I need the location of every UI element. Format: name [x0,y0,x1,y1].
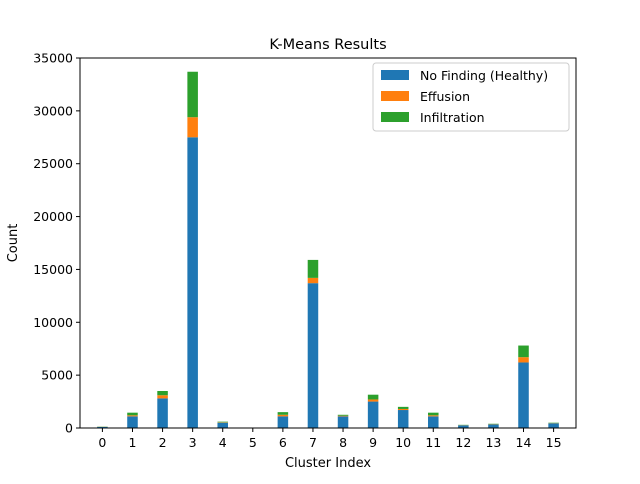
y-tick-label: 0 [65,421,73,436]
x-tick-label: 5 [249,435,257,450]
x-tick-label: 14 [516,435,532,450]
bar-cluster-6-series-1 [278,415,289,417]
legend-swatch [381,70,409,80]
bar-cluster-14-series-2 [518,346,529,358]
bar-cluster-10-series-1 [398,409,409,410]
x-tick-label: 11 [425,435,441,450]
x-axis-label: Cluster Index [285,456,371,471]
legend: No Finding (Healthy) Effusion Infiltration [373,63,569,131]
x-tick-label: 15 [546,435,562,450]
bar-cluster-14-series-1 [518,357,529,362]
bar-cluster-2-series-0 [157,398,168,428]
bar-cluster-7-series-2 [308,260,319,278]
bar-cluster-14-series-0 [518,362,529,428]
bar-cluster-3-series-1 [187,117,198,137]
bar-cluster-3-series-0 [187,137,198,428]
x-tick-label: 8 [339,435,347,450]
bar-cluster-13-series-0 [488,425,499,428]
x-tick-label: 9 [369,435,377,450]
x-tick-label: 7 [309,435,317,450]
y-tick-label: 20000 [33,209,73,224]
x-tick-label: 2 [159,435,167,450]
bar-cluster-9-series-1 [368,399,379,401]
bar-cluster-1-series-2 [127,413,138,416]
legend-swatch [381,91,409,101]
bar-cluster-8-series-1 [338,416,349,417]
legend-label: No Finding (Healthy) [420,68,548,83]
bar-cluster-4-series-2 [217,422,228,423]
x-tick-label: 0 [98,435,106,450]
y-tick-label: 15000 [33,262,73,277]
bar-cluster-1-series-0 [127,416,138,428]
legend-swatch [381,112,409,122]
x-tick-label: 6 [279,435,287,450]
bar-cluster-8-series-2 [338,415,349,416]
y-axis-label: Count [6,224,21,263]
x-tick-label: 12 [455,435,471,450]
bar-cluster-7-series-0 [308,283,319,428]
bar-cluster-10-series-0 [398,410,409,428]
bar-cluster-11-series-2 [428,413,439,416]
y-tick-label: 5000 [41,368,73,383]
x-tick-label: 10 [395,435,411,450]
x-tick-label: 3 [189,435,197,450]
bar-cluster-7-series-1 [308,278,319,283]
y-tick-label: 25000 [33,156,73,171]
bar-cluster-1-series-1 [127,415,138,416]
bar-cluster-2-series-2 [157,391,168,395]
x-tick-label: 13 [485,435,501,450]
bar-cluster-15-series-0 [548,423,559,428]
y-tick-label: 35000 [33,51,73,66]
bar-cluster-10-series-2 [398,407,409,409]
bar-cluster-2-series-1 [157,395,168,398]
x-tick-label: 4 [219,435,227,450]
y-tick-label: 30000 [33,103,73,118]
x-tick-label: 1 [129,435,137,450]
bar-cluster-9-series-0 [368,402,379,428]
bar-cluster-6-series-0 [278,416,289,428]
bar-cluster-4-series-0 [217,423,228,428]
bar-cluster-11-series-0 [428,416,439,428]
bar-cluster-6-series-2 [278,412,289,415]
y-tick-label: 10000 [33,315,73,330]
bar-cluster-11-series-1 [428,415,439,416]
bar-cluster-3-series-2 [187,72,198,117]
chart-title: K-Means Results [269,37,386,53]
bar-cluster-9-series-2 [368,395,379,400]
legend-label: Infiltration [420,110,485,125]
bar-cluster-8-series-0 [338,416,349,428]
legend-label: Effusion [420,89,470,104]
